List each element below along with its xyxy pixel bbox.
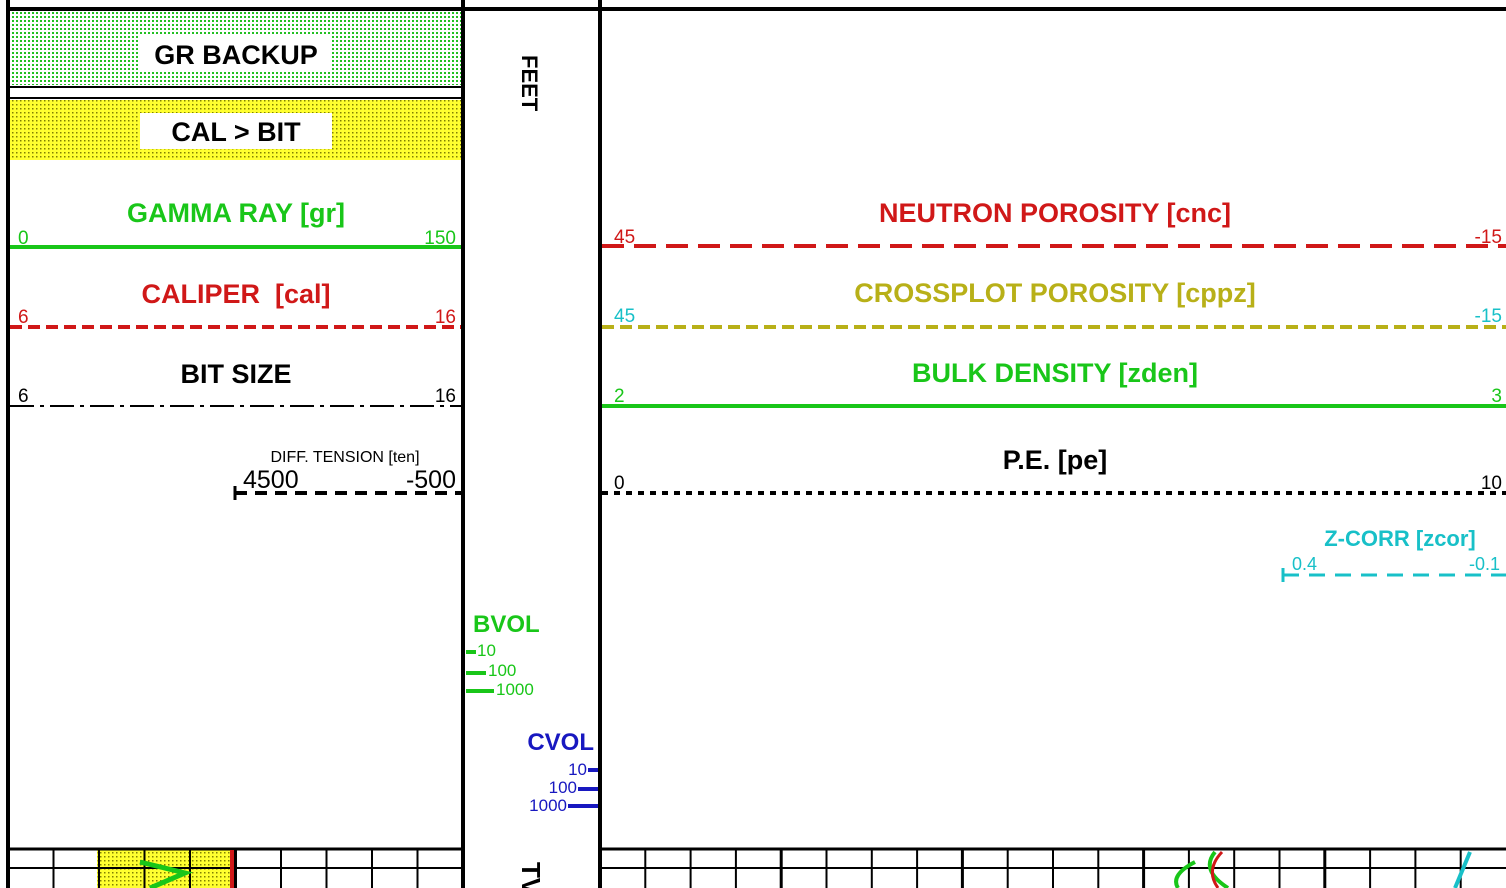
frame (6, 0, 1506, 888)
scale-right: -15 (1475, 306, 1502, 327)
curve-name: CALIPER [cal] (141, 279, 330, 309)
scale-left: 4500 (243, 466, 299, 494)
cal-bit-label: CAL > BIT (171, 117, 301, 147)
cvol-label: CVOL (527, 729, 594, 756)
scale-right: -0.1 (1469, 554, 1500, 574)
label-box (140, 36, 332, 72)
scale-right: 16 (435, 386, 456, 407)
scale-right: 3 (1491, 386, 1502, 407)
curve-name: BULK DENSITY [zden] (912, 358, 1198, 388)
scale-left: 0 (18, 228, 29, 249)
cvol-tick: 10 (568, 760, 587, 779)
tension-name: DIFF. TENSION [ten] (270, 449, 419, 466)
curve-name: NEUTRON POROSITY [cnc] (879, 198, 1231, 228)
depth-unit: FEET (517, 55, 542, 112)
scale-left: 0 (614, 473, 625, 494)
bvol-tick: 100 (488, 661, 516, 680)
scale-right: -15 (1475, 227, 1502, 248)
cvol-tick: 1000 (529, 796, 567, 815)
curve-trace (139, 859, 193, 888)
bvol-tick: 10 (477, 641, 496, 660)
label-box (140, 113, 332, 149)
depth-bottom: TVD (516, 862, 546, 888)
curve-trace (1174, 850, 1230, 888)
curve-name: CROSSPLOT POROSITY [cppz] (854, 278, 1256, 308)
bvol-tick: 1000 (496, 680, 534, 699)
curve-name: P.E. [pe] (1003, 445, 1108, 475)
curve-name: BIT SIZE (180, 359, 291, 389)
curve-name: GAMMA RAY [gr] (127, 198, 345, 228)
scale-left: 45 (614, 227, 635, 248)
scale-left: 2 (614, 386, 625, 407)
cvol-tick: 100 (549, 778, 577, 797)
scale-left: 45 (614, 306, 635, 327)
scale-right: -500 (406, 466, 456, 494)
bvol-label: BVOL (473, 611, 540, 638)
log-grid (8, 847, 1506, 888)
gr-backup-label: GR BACKUP (154, 40, 318, 70)
scale-left: 6 (18, 307, 29, 328)
scale-right: 10 (1481, 473, 1502, 494)
scale-right: 150 (424, 228, 456, 249)
scale-left: 0.4 (1292, 554, 1317, 574)
scale-left: 6 (18, 386, 29, 407)
scale-right: 16 (435, 307, 456, 328)
zcorr-name: Z-CORR [zcor] (1324, 526, 1476, 551)
